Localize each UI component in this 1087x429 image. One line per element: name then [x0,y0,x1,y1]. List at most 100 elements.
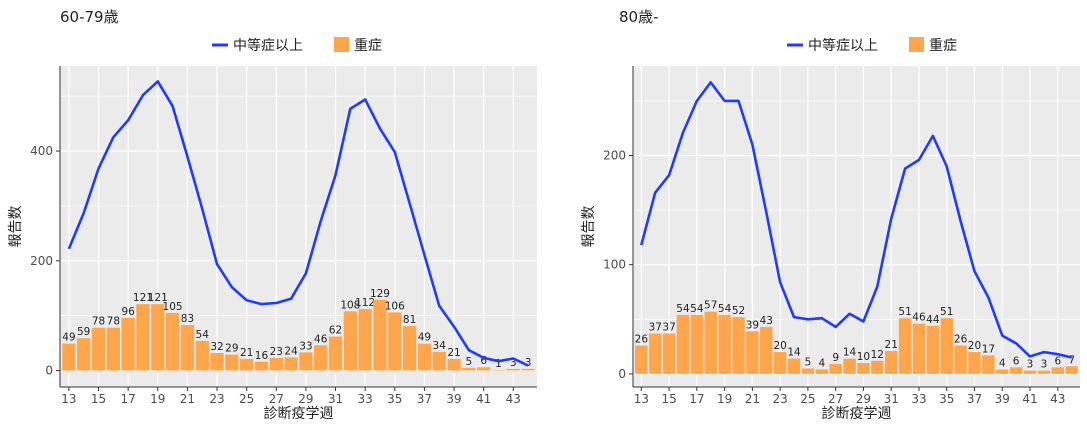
bar [898,318,912,374]
series-line [640,81,1073,359]
bar [954,345,967,374]
bar [121,317,135,371]
bar-value-label: 3 [525,357,532,369]
bar [648,333,662,374]
x-tick-label: 31 [884,392,899,406]
x-tick-label: 39 [995,392,1010,406]
bar-value-label: 83 [181,313,194,325]
bar [676,314,690,374]
bar [982,355,995,374]
bar [718,314,731,374]
bar-value-label: 34 [433,340,447,352]
legend-line-label: 中等症以上 [808,37,878,54]
x-tick-label: 25 [800,392,815,406]
bar [746,331,759,374]
x-tick-label: 15 [661,392,676,406]
x-tick-label: 35 [939,392,954,406]
bar [388,312,402,371]
x-tick-label: 27 [828,392,843,406]
bar [299,352,313,371]
bar-value-label: 52 [732,305,745,317]
x-tick-label: 39 [446,392,461,406]
x-tick-label: 37 [967,392,982,406]
chart-legend: 中等症以上 重症 [212,37,382,54]
bar-value-label: 17 [982,343,995,355]
y-tick-label: 0 [618,367,626,381]
bar-value-label: 20 [968,340,981,352]
bar [225,354,239,371]
bar-value-label: 4 [999,358,1006,370]
bar [77,338,91,371]
bar [732,317,745,374]
bar-value-label: 46 [314,333,328,345]
x-tick-label: 31 [328,392,343,406]
legend-bar-swatch [334,37,349,52]
bar-value-label: 44 [926,314,940,326]
bar-value-label: 96 [121,306,135,318]
bar-value-label: 6 [1013,355,1020,367]
bar [180,324,195,371]
bar-value-label: 21 [885,339,898,351]
bar [1051,367,1065,374]
bar [760,326,773,374]
bar-value-label: 6 [480,355,487,367]
bar [635,345,648,374]
y-axis-title: 報告数 [581,206,597,248]
x-tick-label: 33 [358,392,373,406]
y-tick-label: 100 [603,258,626,272]
bar [358,309,372,371]
bar [662,333,676,374]
bar [787,358,801,374]
bar-value-label: 54 [718,303,732,315]
bar [815,369,829,374]
y-tick-label: 200 [30,254,53,268]
bar-value-label: 21 [240,347,253,359]
bar [106,327,120,371]
bar-value-label: 49 [418,332,431,344]
x-tick-label: 17 [689,392,704,406]
y-tick-label: 0 [45,364,53,378]
bar-value-label: 37 [649,322,662,334]
bar [968,352,981,374]
bar [690,314,704,374]
x-tick-label: 29 [856,392,871,406]
x-axis-title: 診断疫学週 [264,406,334,422]
x-tick-label: 43 [506,392,521,406]
bar [343,311,358,371]
bar [1009,367,1023,374]
bar [940,318,953,374]
x-tick-label: 25 [239,392,254,406]
bar-value-label: 23 [270,346,283,358]
bar [912,323,926,374]
bar [62,343,76,371]
x-axis-title: 診断疫学週 [822,406,892,422]
bar-value-label: 3 [510,357,517,369]
bar-value-label: 33 [299,340,312,352]
x-tick-label: 13 [634,392,649,406]
x-tick-label: 23 [209,392,224,406]
bar-value-label: 81 [403,314,416,326]
bar [254,361,269,371]
bar-value-label: 26 [954,334,968,346]
bar-value-label: 105 [163,301,183,313]
bar [91,327,106,371]
x-tick-label: 41 [1022,392,1037,406]
bar-value-label: 51 [898,306,911,318]
x-tick-label: 13 [61,392,76,406]
bar [284,357,298,371]
bar [506,368,520,371]
bar [773,352,787,374]
bar [884,350,898,374]
x-tick-label: 37 [417,392,432,406]
bar [151,304,165,371]
x-tick-label: 19 [150,392,165,406]
bar [373,299,387,371]
bar-value-label: 29 [225,343,238,355]
x-tick-label: 33 [911,392,926,406]
series-line [67,80,529,367]
y-tick-label: 200 [603,149,626,163]
bar [165,312,180,371]
bar [1065,366,1078,374]
